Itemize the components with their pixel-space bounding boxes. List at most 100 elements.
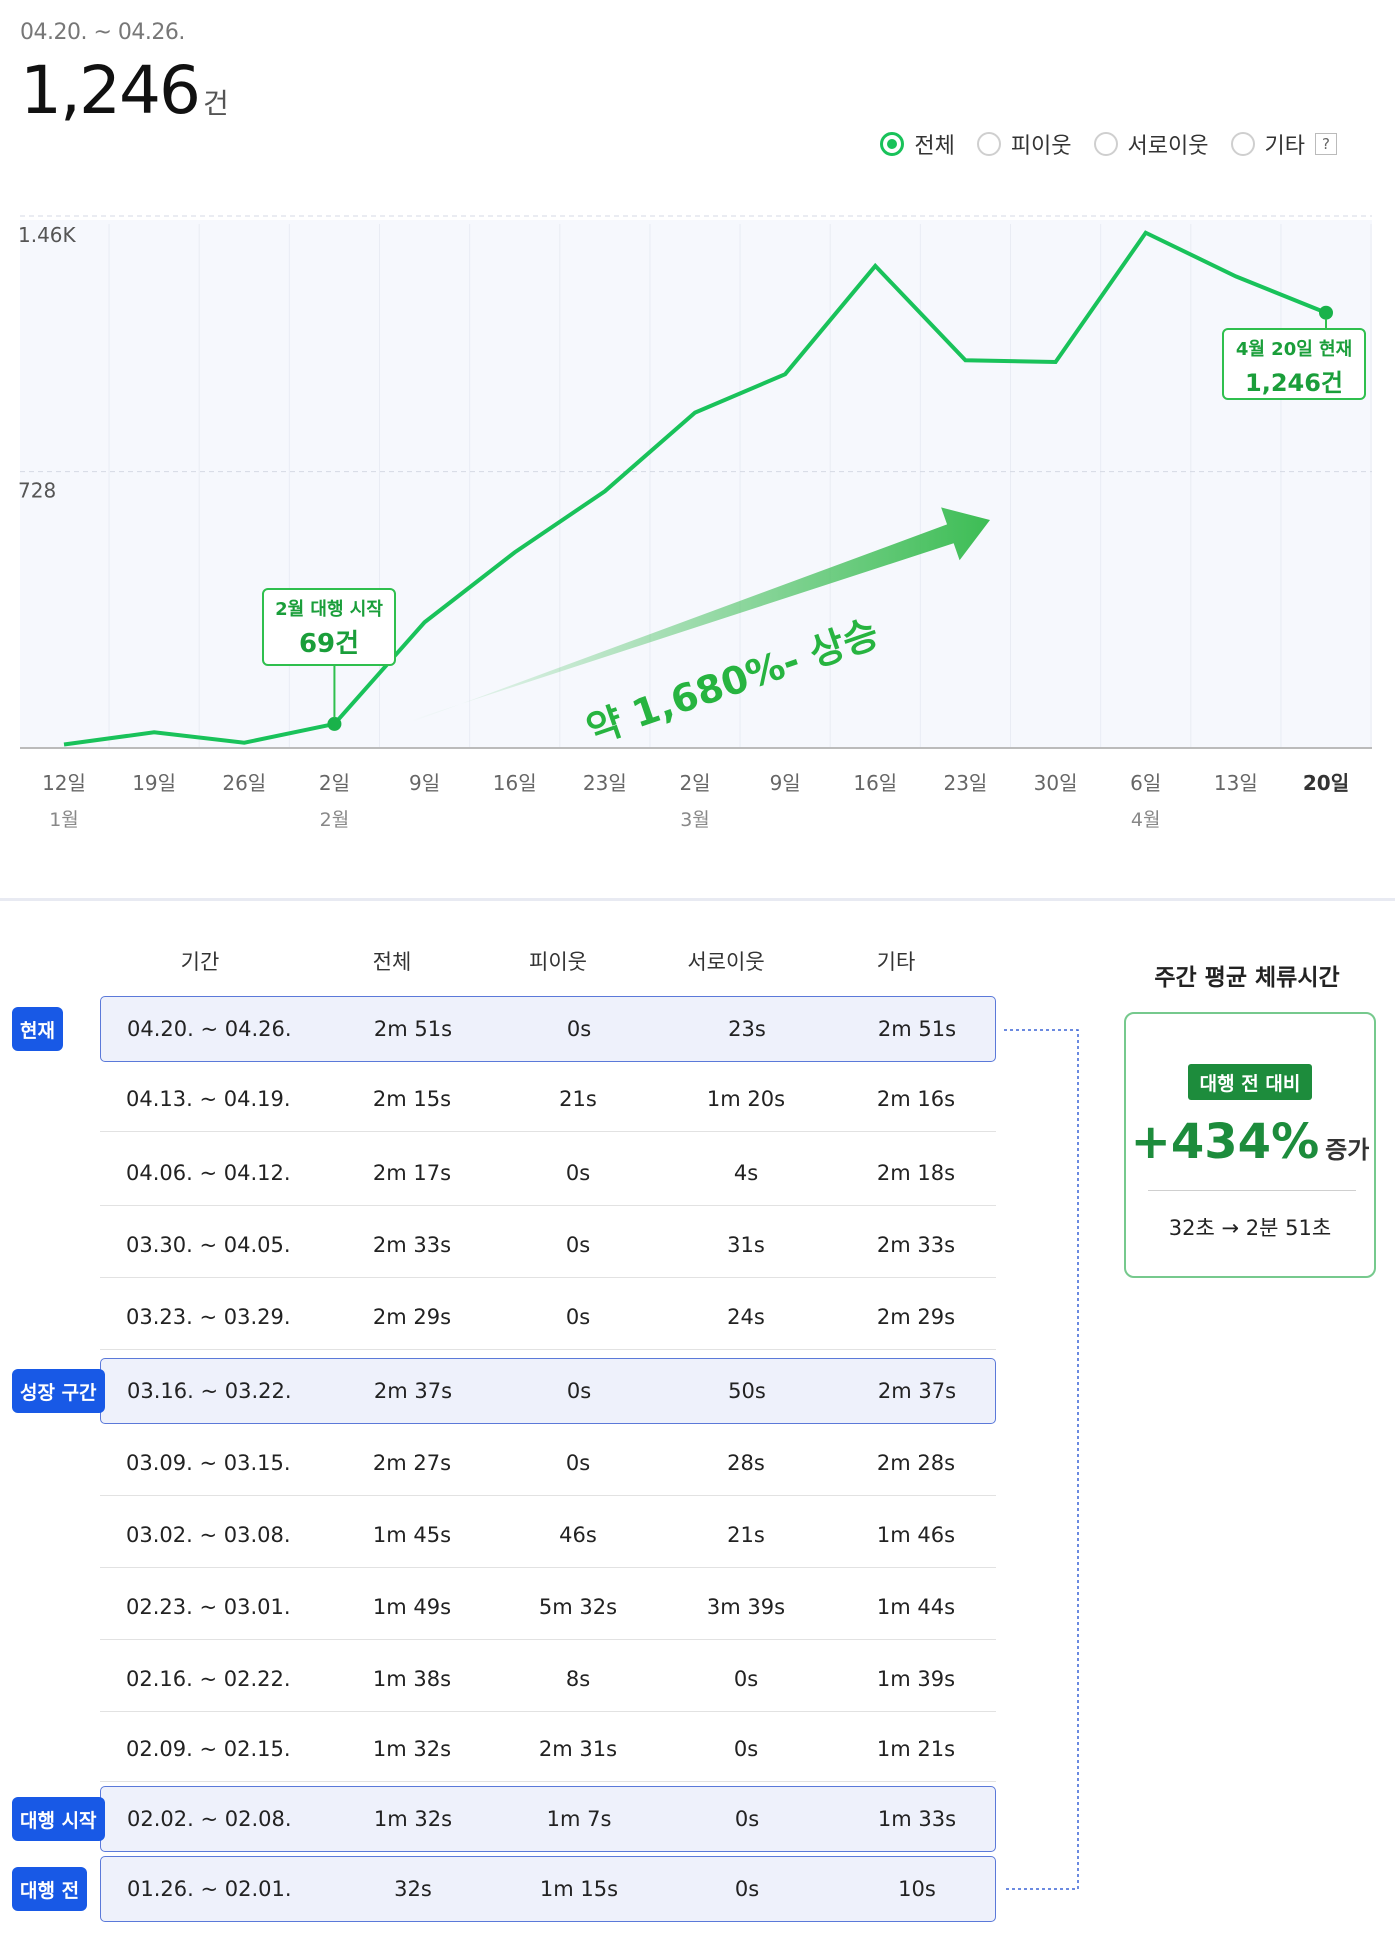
callout-now-value: 1,246건 [1245,369,1343,397]
table-cell: 1m 38s [372,1666,452,1691]
radio-icon[interactable] [880,132,905,156]
callout-start: 2월 대행 시작 69건 [262,588,396,666]
table-cell: 1m 32s [372,1736,452,1761]
table-cell: 3m 39s [706,1594,786,1619]
chart-canvas: 1.46K 728 12일 1월 19일 26일 2일 2월 9일 16일 23일 2일 3월 9일 16일… [18,215,1372,831]
table-cell: 0s [734,1877,760,1901]
table-row: 04.06. ~ 04.12. 2m 17s 0s 4s 2m 18s [100,1140,996,1206]
filter-mutual[interactable]: 서로이웃 [1093,128,1209,160]
x-tick-label: 16일 [853,771,897,795]
table-cell: 1m 7s [546,1807,612,1831]
data-point-now [1319,305,1333,320]
col-header-other: 기타 [876,950,916,974]
table-cell: 03.09. ~ 03.15. [126,1450,291,1475]
table-cell: 50s [728,1379,766,1403]
col-header-mutual: 서로이웃 [687,950,765,974]
table-cell: 01.26. ~ 02.01. [127,1877,292,1901]
table-row: 02.09. ~ 02.15. 1m 32s 2m 31s 0s 1m 21s [100,1716,996,1782]
x-tick-label: 26일 [222,771,266,795]
row-tag: 현재 [12,1007,63,1051]
table-cell: 2m 29s [372,1304,452,1329]
help-icon[interactable]: ? [1315,133,1337,155]
x-tick-label: 23일 [943,771,987,795]
table-cell: 28s [727,1450,765,1475]
table-cell: 4s [733,1160,759,1185]
x-month-label: 1월 [49,809,79,831]
table-cell: 1m 45s [372,1522,452,1547]
callout-start-value: 69건 [298,629,360,659]
filter-other[interactable]: 기타 [1230,128,1305,160]
table-cell: 2m 31s [538,1736,618,1761]
table-row: 04.13. ~ 04.19. 2m 15s 21s 1m 20s 2m 16s [100,1066,996,1132]
table-row: 01.26. ~ 02.01. 32s 1m 15s 0s 10s [100,1856,996,1922]
table-cell: 03.02. ~ 03.08. [126,1522,291,1547]
radio-icon[interactable] [1230,132,1255,156]
table-row: 02.02. ~ 02.08. 1m 32s 1m 7s 0s 1m 33s [100,1786,996,1852]
table-cell: 2m 51s [877,1017,957,1041]
table-cell: 0s [734,1807,760,1831]
x-tick-label: 12일 [42,771,86,795]
table-cell: 0s [565,1232,591,1257]
table-cell: 2m 28s [876,1450,956,1475]
summary-panel: 대행 전 대비 +434% 증가 32초 → 2분 51초 [1124,1012,1376,1278]
table-cell: 0s [733,1666,759,1691]
radio-icon[interactable] [976,132,1001,156]
section-divider [0,898,1395,901]
table-cell: 03.30. ~ 04.05. [126,1232,291,1257]
table-cell: 1m 33s [877,1807,957,1831]
col-header-all: 전체 [372,950,412,974]
table-cell: 2m 18s [876,1160,956,1185]
table-cell: 04.06. ~ 04.12. [126,1160,291,1185]
summary-percent: +434% 증가 [1126,1114,1374,1170]
table-row: 04.20. ~ 04.26. 2m 51s 0s 23s 2m 51s [100,996,996,1062]
summary-badge: 대행 전 대비 [1188,1064,1312,1100]
table-cell: 0s [565,1160,591,1185]
x-month-label: 4월 [1131,809,1161,831]
series-line [63,230,1327,747]
table-cell: 2m 33s [372,1232,452,1257]
filter-label: 피이웃 [1010,134,1072,159]
table-cell: 2m 15s [372,1086,452,1111]
filter-all[interactable]: 전체 [880,128,955,160]
table-row: 03.09. ~ 03.15. 2m 27s 0s 28s 2m 28s [100,1430,996,1496]
table-cell: 32s [394,1877,432,1901]
panel-title: 주간 평균 체류시간 [1154,965,1340,991]
x-tick-label: 2일 [679,771,710,795]
filter-label: 전체 [914,134,955,159]
x-tick-label: 9일 [409,771,440,795]
x-tick-label: 16일 [493,771,537,795]
table-cell: 2m 33s [876,1232,956,1257]
plot-area [20,220,1372,748]
table-cell: 46s [559,1522,597,1547]
filter-neighbor[interactable]: 피이웃 [976,128,1072,160]
total-count: 1,246 건 [20,52,229,129]
table-cell: 1m 21s [876,1736,956,1761]
table-cell: 0s [565,1450,591,1475]
table-cell: 02.23. ~ 03.01. [126,1594,291,1619]
table-row: 02.23. ~ 03.01. 1m 49s 5m 32s 3m 39s 1m 44s [100,1574,996,1640]
y-tick-label: 728 [18,479,56,503]
table-cell: 1m 20s [706,1086,786,1111]
radio-icon[interactable] [1093,132,1118,156]
date-range: 04.20. ~ 04.26. [20,20,185,45]
table-row: 02.16. ~ 02.22. 1m 38s 8s 0s 1m 39s [100,1646,996,1712]
table-cell: 10s [898,1877,936,1901]
total-value: 1,246 [20,52,201,129]
table-cell: 2m 16s [876,1086,956,1111]
callout-now: 4월 20일 현재 1,246건 [1222,328,1366,400]
table-cell: 02.16. ~ 02.22. [126,1666,291,1691]
table-cell: 03.16. ~ 03.22. [127,1379,292,1403]
x-tick-label: 9일 [770,771,801,795]
table-cell: 1m 44s [876,1594,956,1619]
table-cell: 2m 37s [877,1379,957,1403]
summary-percent-suffix: 증가 [1325,1136,1370,1164]
data-point-start [327,716,342,731]
row-tag: 대행 시작 [12,1797,105,1841]
summary-compare: 32초 → 2분 51초 [1168,1216,1332,1240]
table-cell: 8s [565,1666,591,1691]
table-cell: 1m 32s [373,1807,453,1831]
x-month-label: 3월 [680,809,710,831]
callout-start-label: 2월 대행 시작 [275,599,383,620]
filter-group: 전체 피이웃 서로이웃 기타 ? [880,128,1337,160]
line-chart: 1.46K 728 12일 1월 19일 26일 2일 2월 9일 16일 23일 2일 3월 9일 16일… [0,200,1395,860]
